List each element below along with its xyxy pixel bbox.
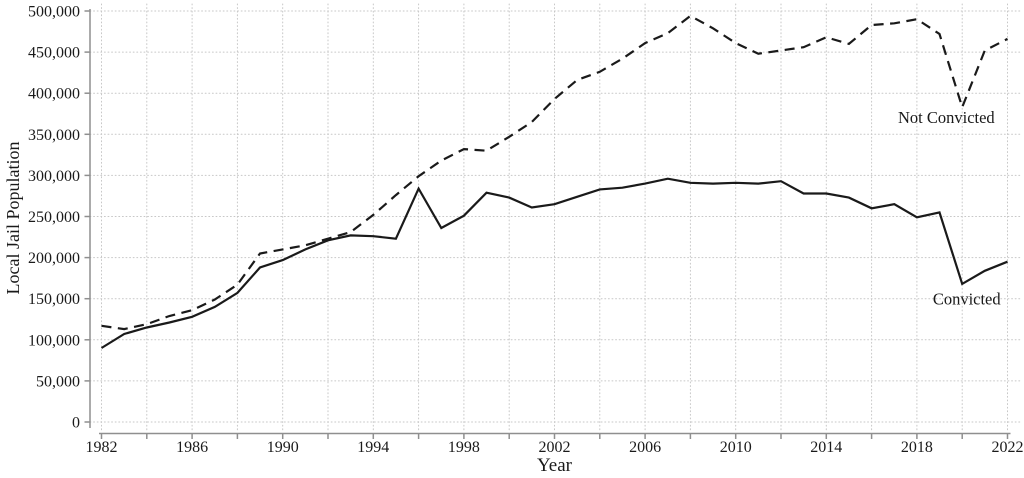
gridlines [89, 3, 1023, 432]
y-tick-label: 150,000 [28, 291, 80, 308]
x-tick-label: 2018 [901, 439, 933, 456]
x-tick-label: 1994 [357, 439, 389, 456]
x-tick-label: 2014 [810, 439, 842, 456]
y-tick-label: 400,000 [28, 86, 80, 103]
y-tick-label: 500,000 [28, 4, 80, 21]
y-tick-label: 50,000 [36, 373, 80, 390]
y-tick-label: 0 [72, 415, 80, 432]
axes [84, 9, 1011, 439]
series-line-not-convicted [101, 14, 1009, 331]
x-tick-label: 1990 [267, 439, 299, 456]
x-axis-title: Year [537, 455, 573, 476]
x-tick-label: 1998 [448, 439, 480, 456]
x-tick-label: 2010 [720, 439, 752, 456]
tick-labels: 0 50,000 100,000 150,000 200,000 250,000 300,0… [28, 4, 1024, 457]
series-label-not-convicted: Not Convicted [898, 108, 995, 127]
series-label-convicted: Convicted [933, 290, 1002, 309]
y-tick-label: 350,000 [28, 127, 80, 144]
y-tick-label: 250,000 [28, 209, 80, 226]
y-tick-label: 100,000 [28, 332, 80, 349]
y-tick-label: 300,000 [28, 168, 80, 185]
x-tick-label: 2022 [992, 439, 1024, 456]
x-tick-label: 2006 [629, 439, 661, 456]
y-tick-label: 200,000 [28, 250, 80, 267]
y-tick-label: 450,000 [28, 45, 80, 62]
x-tick-label: 1982 [86, 439, 118, 456]
series-line-convicted [100, 177, 1008, 349]
x-tick-label: 1986 [176, 439, 208, 456]
y-axis-title: Local Jail Population [3, 142, 23, 295]
x-tick-label: 2002 [539, 439, 571, 456]
